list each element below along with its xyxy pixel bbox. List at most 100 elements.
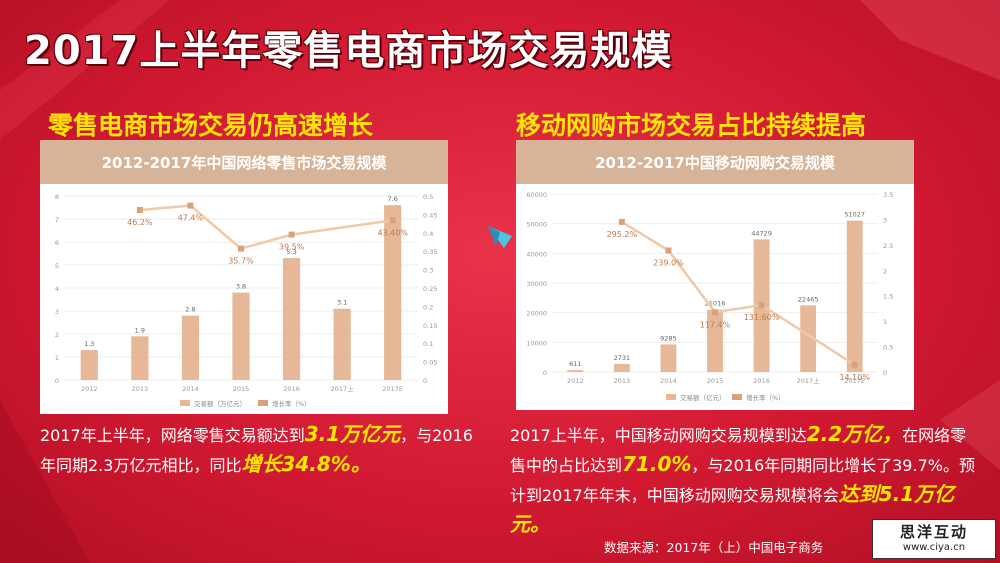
growth-rate-label: 131.60% (744, 313, 780, 322)
x-tick-label: 2017E (382, 385, 403, 393)
legend-swatch-line (258, 400, 268, 406)
bar-value-label: 7.6 (388, 195, 398, 203)
x-tick-label: 2013 (132, 385, 149, 393)
growth-rate-label: 35.7% (228, 257, 254, 266)
y-left-tick-label: 50000 (526, 221, 547, 229)
y-right-tick-label: 0.1 (423, 340, 433, 348)
right-chart-panel: 2012-2017中国移动网购交易规模 0 10000 20000 30000 4000… (516, 140, 914, 410)
x-tick-label: 2012 (567, 377, 584, 385)
right-highlight-forecast: 达到5.1万亿元。 (510, 482, 955, 536)
legend-label-line: 增长率（%） (746, 393, 785, 402)
bar (131, 336, 149, 380)
bar (80, 350, 98, 380)
bar (613, 363, 630, 372)
page-title: 2017上半年零售电商市场交易规模 (24, 28, 673, 74)
y-right-tick-label: 0.3 (423, 267, 433, 275)
y-right-tick-label: 0.5 (423, 193, 433, 201)
growth-rate-point (665, 247, 672, 254)
y-right-tick-label: 3.5 (883, 191, 893, 199)
growth-rate-label: 295.2% (607, 230, 638, 239)
y-left-tick-label: 4 (55, 285, 59, 293)
x-tick-label: 2013 (614, 377, 631, 385)
y-right-tick-label: 2 (883, 267, 887, 275)
bar-value-label: 3.8 (236, 283, 246, 291)
right-chart-title: 2012-2017中国移动网购交易规模 (516, 140, 914, 184)
growth-rate-label: 46.2% (127, 218, 153, 227)
legend-label-bar: 交易额（万亿元） (194, 399, 246, 408)
y-right-tick-label: 0.35 (423, 248, 437, 256)
x-tick-label: 2015 (707, 377, 724, 385)
left-chart-title: 2012-2017年中国网络零售市场交易规模 (40, 140, 448, 184)
x-tick-label: 2016 (283, 385, 300, 393)
bar-value-label: 1.9 (135, 326, 145, 334)
left-description: 2017年上半年，网络零售交易额达到3.1万亿元，与2016年同期2.3万亿元相… (40, 420, 480, 480)
y-right-tick-label: 0 (883, 369, 887, 377)
bar (282, 258, 301, 380)
bar (660, 344, 677, 372)
growth-rate-point (187, 202, 194, 209)
x-tick-label: 2012 (81, 385, 98, 393)
left-chart-panel: 2012-2017年中国网络零售市场交易规模 0 1 2 3 4 5 6 7 8 0 0.05 0.1… (40, 140, 448, 414)
bar-value-label: 21016 (705, 300, 726, 308)
bar (181, 315, 200, 380)
bar (232, 292, 250, 380)
growth-rate-point (238, 245, 244, 252)
y-left-tick-label: 40000 (526, 250, 547, 258)
x-tick-label: 2014 (182, 385, 199, 393)
watermark-logo: 思洋互动 (899, 523, 968, 541)
right-text-3: ，与2016年同期同比增长了39.7%。预计到2017年年末，中国移动网购交易规… (510, 456, 975, 505)
y-left-tick-label: 7 (55, 216, 59, 224)
growth-rate-point (288, 231, 295, 238)
y-right-tick-label: 1.5 (883, 293, 893, 301)
right-highlight-amount: 2.2万亿， (806, 422, 903, 446)
growth-rate-point (136, 206, 143, 213)
y-right-tick-label: 3 (883, 216, 887, 224)
legend-swatch-line (732, 394, 742, 400)
bar-value-label: 44729 (751, 229, 772, 237)
x-tick-label: 2015 (233, 385, 250, 393)
growth-rate-point (851, 361, 858, 368)
left-subtitle: 零售电商市场交易仍高速增长 (48, 111, 374, 140)
right-text-1: 2017上半年，中国移动网购交易规模到达 (510, 426, 807, 445)
bar-value-label: 1.3 (84, 340, 94, 348)
y-left-tick-label: 1 (55, 354, 59, 362)
right-text-2: 在网络零售中的占比达到 (510, 426, 967, 475)
left-text-2: ，与2016年同期2.3万亿元相比，同比 (40, 426, 473, 475)
x-tick-label: 2014 (660, 377, 677, 385)
x-tick-label: 2017上 (797, 376, 821, 385)
data-source: 数据来源：2017年（上）中国电子商务 (604, 540, 824, 555)
y-left-tick-label: 2 (55, 331, 59, 339)
y-left-tick-label: 10000 (526, 339, 547, 347)
y-right-tick-label: 1 (883, 318, 887, 326)
y-right-tick-label: 0.45 (423, 211, 437, 219)
growth-rate-label: 43.40% (377, 228, 408, 237)
growth-rate-label: 117.4% (700, 320, 731, 329)
growth-rate-point (389, 217, 396, 224)
y-left-tick-label: 8 (55, 193, 59, 201)
y-right-tick-label: 0.05 (423, 359, 437, 367)
legend-label-bar: 交易额（亿元） (680, 393, 726, 402)
y-right-tick-label: 0.2 (423, 303, 433, 311)
growth-rate-label: 14.10% (839, 373, 870, 382)
left-highlight-amount: 3.1万亿元 (304, 422, 401, 446)
y-right-tick-label: 2.5 (883, 242, 893, 250)
growth-rate-label: 47.4% (178, 214, 204, 223)
y-left-tick-label: 60000 (526, 191, 547, 199)
bar-value-label: 51027 (844, 211, 865, 219)
bar (567, 370, 584, 372)
watermark-url: www.ciya.cn (902, 542, 966, 553)
watermark: 思洋互动 www.ciya.cn (872, 519, 996, 559)
x-tick-label: 2016 (753, 377, 770, 385)
x-tick-label: 2017E (844, 377, 865, 385)
x-tick-label: 2017上 (331, 384, 355, 393)
growth-rate-point (618, 218, 625, 225)
right-description: 2017上半年，中国移动网购交易规模到达2.2万亿，在网络零售中的占比达到71.… (510, 420, 975, 540)
y-left-tick-label: 0 (543, 369, 547, 377)
right-highlight-share: 71.0% (622, 452, 692, 476)
y-right-tick-label: 0.4 (423, 230, 433, 238)
cyan-triangle-decoration (488, 226, 512, 248)
left-highlight-growth: 增长34.8%。 (241, 452, 371, 476)
right-chart: 0 10000 20000 30000 40000 50000 60000 0 0.5 1 1.5 2… (526, 191, 893, 402)
growth-rate-point (758, 302, 765, 309)
bar-value-label: 9285 (660, 334, 677, 342)
